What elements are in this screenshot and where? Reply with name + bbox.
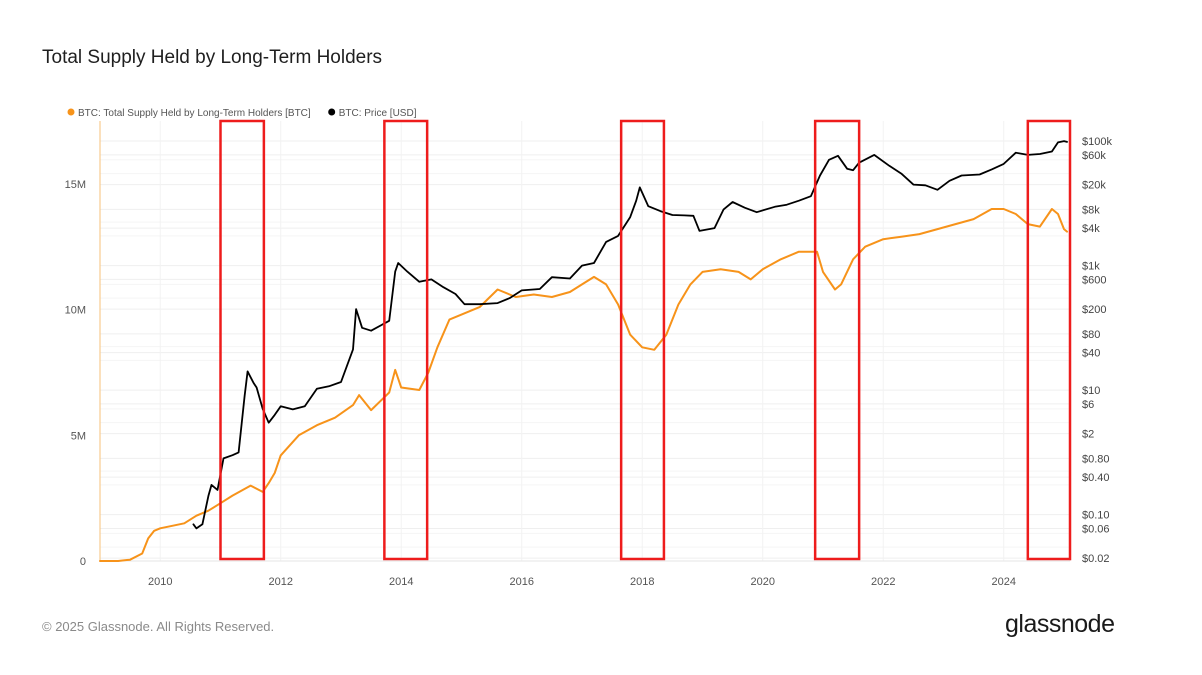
series-line-price [192,140,1068,530]
highlight-box [219,119,266,561]
x-tick-label: 2022 [871,576,895,588]
x-tick-label: 2020 [750,576,774,588]
copyright-text: © 2025 Glassnode. All Rights Reserved. [42,619,275,634]
y-right-tick-label: $600 [1082,274,1106,286]
y-left-tick-label: 10M [65,305,86,317]
y-right-tick-label: $0.02 [1082,553,1110,565]
legend-label: BTC: Price [USD] [339,108,417,119]
y-right-tick-label: $6 [1082,399,1094,411]
y-right-tick-label: $200 [1082,304,1106,316]
series-line-lth-supply [99,208,1068,562]
x-tick-label: 2012 [269,576,293,588]
y-right-tick-label: $100k [1082,136,1112,148]
y-right-tick-label: $40 [1082,348,1100,360]
highlight-boxes [219,119,1072,561]
y-right-tick-label: $10 [1082,385,1100,397]
x-tick-label: 2014 [389,576,413,588]
highlight-box [813,119,861,561]
y-right-tick-label: $80 [1082,329,1100,341]
x-tick-label: 2018 [630,576,654,588]
y-right-tick-label: $1k [1082,261,1100,273]
axes: 0 5M 10M 15M $100k $60k $20k $8k $4k $1k$600 $200 $… [65,121,1112,588]
gridlines [100,121,1070,561]
y-right-tick-label: $2 [1082,429,1094,441]
x-tick-label: 2010 [148,576,172,588]
highlight-box [383,119,429,561]
legend: BTC: Total Supply Held by Long-Term Hold… [67,108,417,119]
y-left-tick-label: 15M [65,179,86,191]
y-right-tick-label: $4k [1082,223,1100,235]
x-tick-label: 2024 [991,576,1015,588]
y-left-tick-label: 0 [80,556,86,568]
y-left-tick-label: 5M [71,430,86,442]
y-right-tick-label: $0.40 [1082,472,1110,484]
series-lines [99,140,1068,562]
y-right-tick-label: $0.80 [1082,453,1110,465]
y-right-tick-label: $20k [1082,180,1106,192]
brand-logo: glassnode [1005,610,1115,638]
y-right-tick-label: $0.10 [1082,510,1110,522]
legend-label: BTC: Total Supply Held by Long-Term Hold… [78,108,311,119]
legend-marker [67,108,75,116]
highlight-box [1026,119,1072,561]
y-right-tick-label: $0.06 [1082,523,1110,535]
chart-title: Total Supply Held by Long-Term Holders [42,47,383,68]
highlight-box [619,119,666,561]
y-right-tick-label: $60k [1082,150,1106,162]
x-tick-label: 2016 [509,576,533,588]
y-right-tick-label: $8k [1082,204,1100,216]
legend-marker [328,108,336,116]
